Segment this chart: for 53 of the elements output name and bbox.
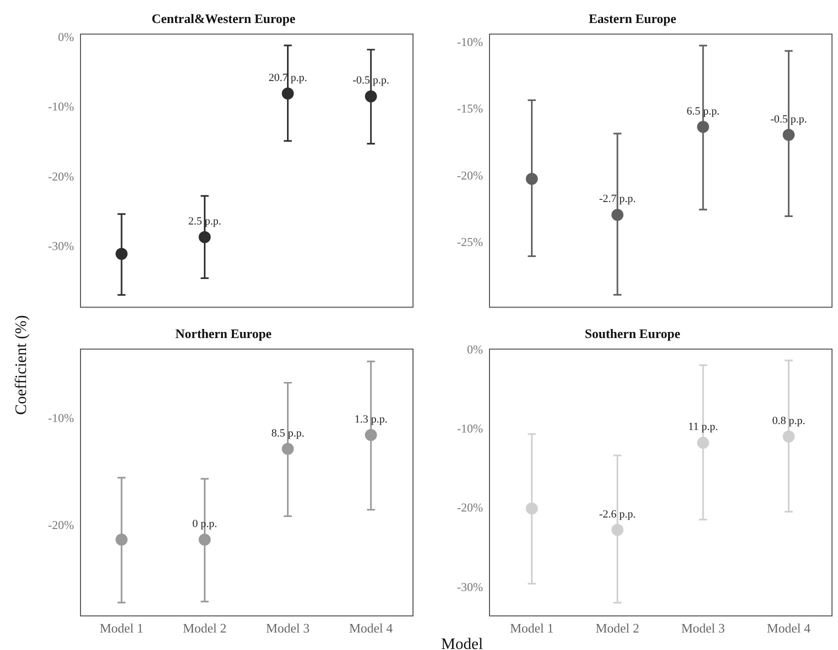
point [611,524,624,536]
y-tick-label: -15% [457,102,483,116]
y-tick-label: -25% [457,234,483,249]
point [526,172,538,185]
y-tick-label: -10% [457,422,483,436]
y-tick-label: 0% [467,342,483,356]
point [116,248,128,260]
x-axis-title: Model [441,636,483,650]
point [364,429,377,442]
y-tick-label: -20% [48,169,74,184]
y-tick-label: -20% [48,518,74,532]
point [697,436,710,449]
x-tick-label: Model 3 [266,620,310,636]
annotation: 11 p.p. [688,421,718,434]
x-tick-label: Model 2 [182,620,227,636]
y-tick-label: -20% [457,168,483,182]
point [282,442,294,455]
point [198,534,211,546]
y-tick-label: -20% [457,500,483,515]
y-tick-label: -30% [48,239,74,254]
y-tick-label: 0% [58,30,74,44]
x-tick-label: Model 2 [596,620,640,636]
chart-title: Southern Europe [584,326,680,342]
point [198,231,211,244]
y-axis-title: Coefficient (%) [13,315,31,415]
point [782,430,795,442]
annotation: -0.5 p.p. [770,113,808,126]
x-tick-label: Model 3 [681,620,725,636]
point [782,128,795,141]
annotation: -2.7 p.p. [599,193,636,206]
chart-title: Northern Europe [175,326,272,342]
point [116,534,128,546]
annotation: 1.3 p.p. [354,413,388,426]
y-tick-label: -10% [457,35,483,50]
point [282,88,294,100]
point [611,208,624,221]
chart-title: Eastern Europe [588,11,676,26]
y-tick-label: -30% [457,580,483,594]
annotation: 8.5 p.p. [271,427,305,440]
annotation: 0 p.p. [192,518,218,530]
annotation: -0.5 p.p. [352,74,390,87]
x-tick-label: Model 1 [510,620,554,636]
point [526,502,538,515]
x-tick-label: Model 1 [100,620,144,636]
y-tick-label: -10% [48,100,74,114]
annotation: -2.6 p.p. [599,508,636,520]
x-tick-label: Model 4 [349,620,394,636]
point [364,90,377,102]
point [697,120,710,133]
y-tick-label: -10% [48,411,74,426]
x-tick-label: Model 4 [766,620,812,636]
chart-title: Central&Western Europe [152,11,296,26]
annotation: 0.8 p.p. [772,414,806,427]
